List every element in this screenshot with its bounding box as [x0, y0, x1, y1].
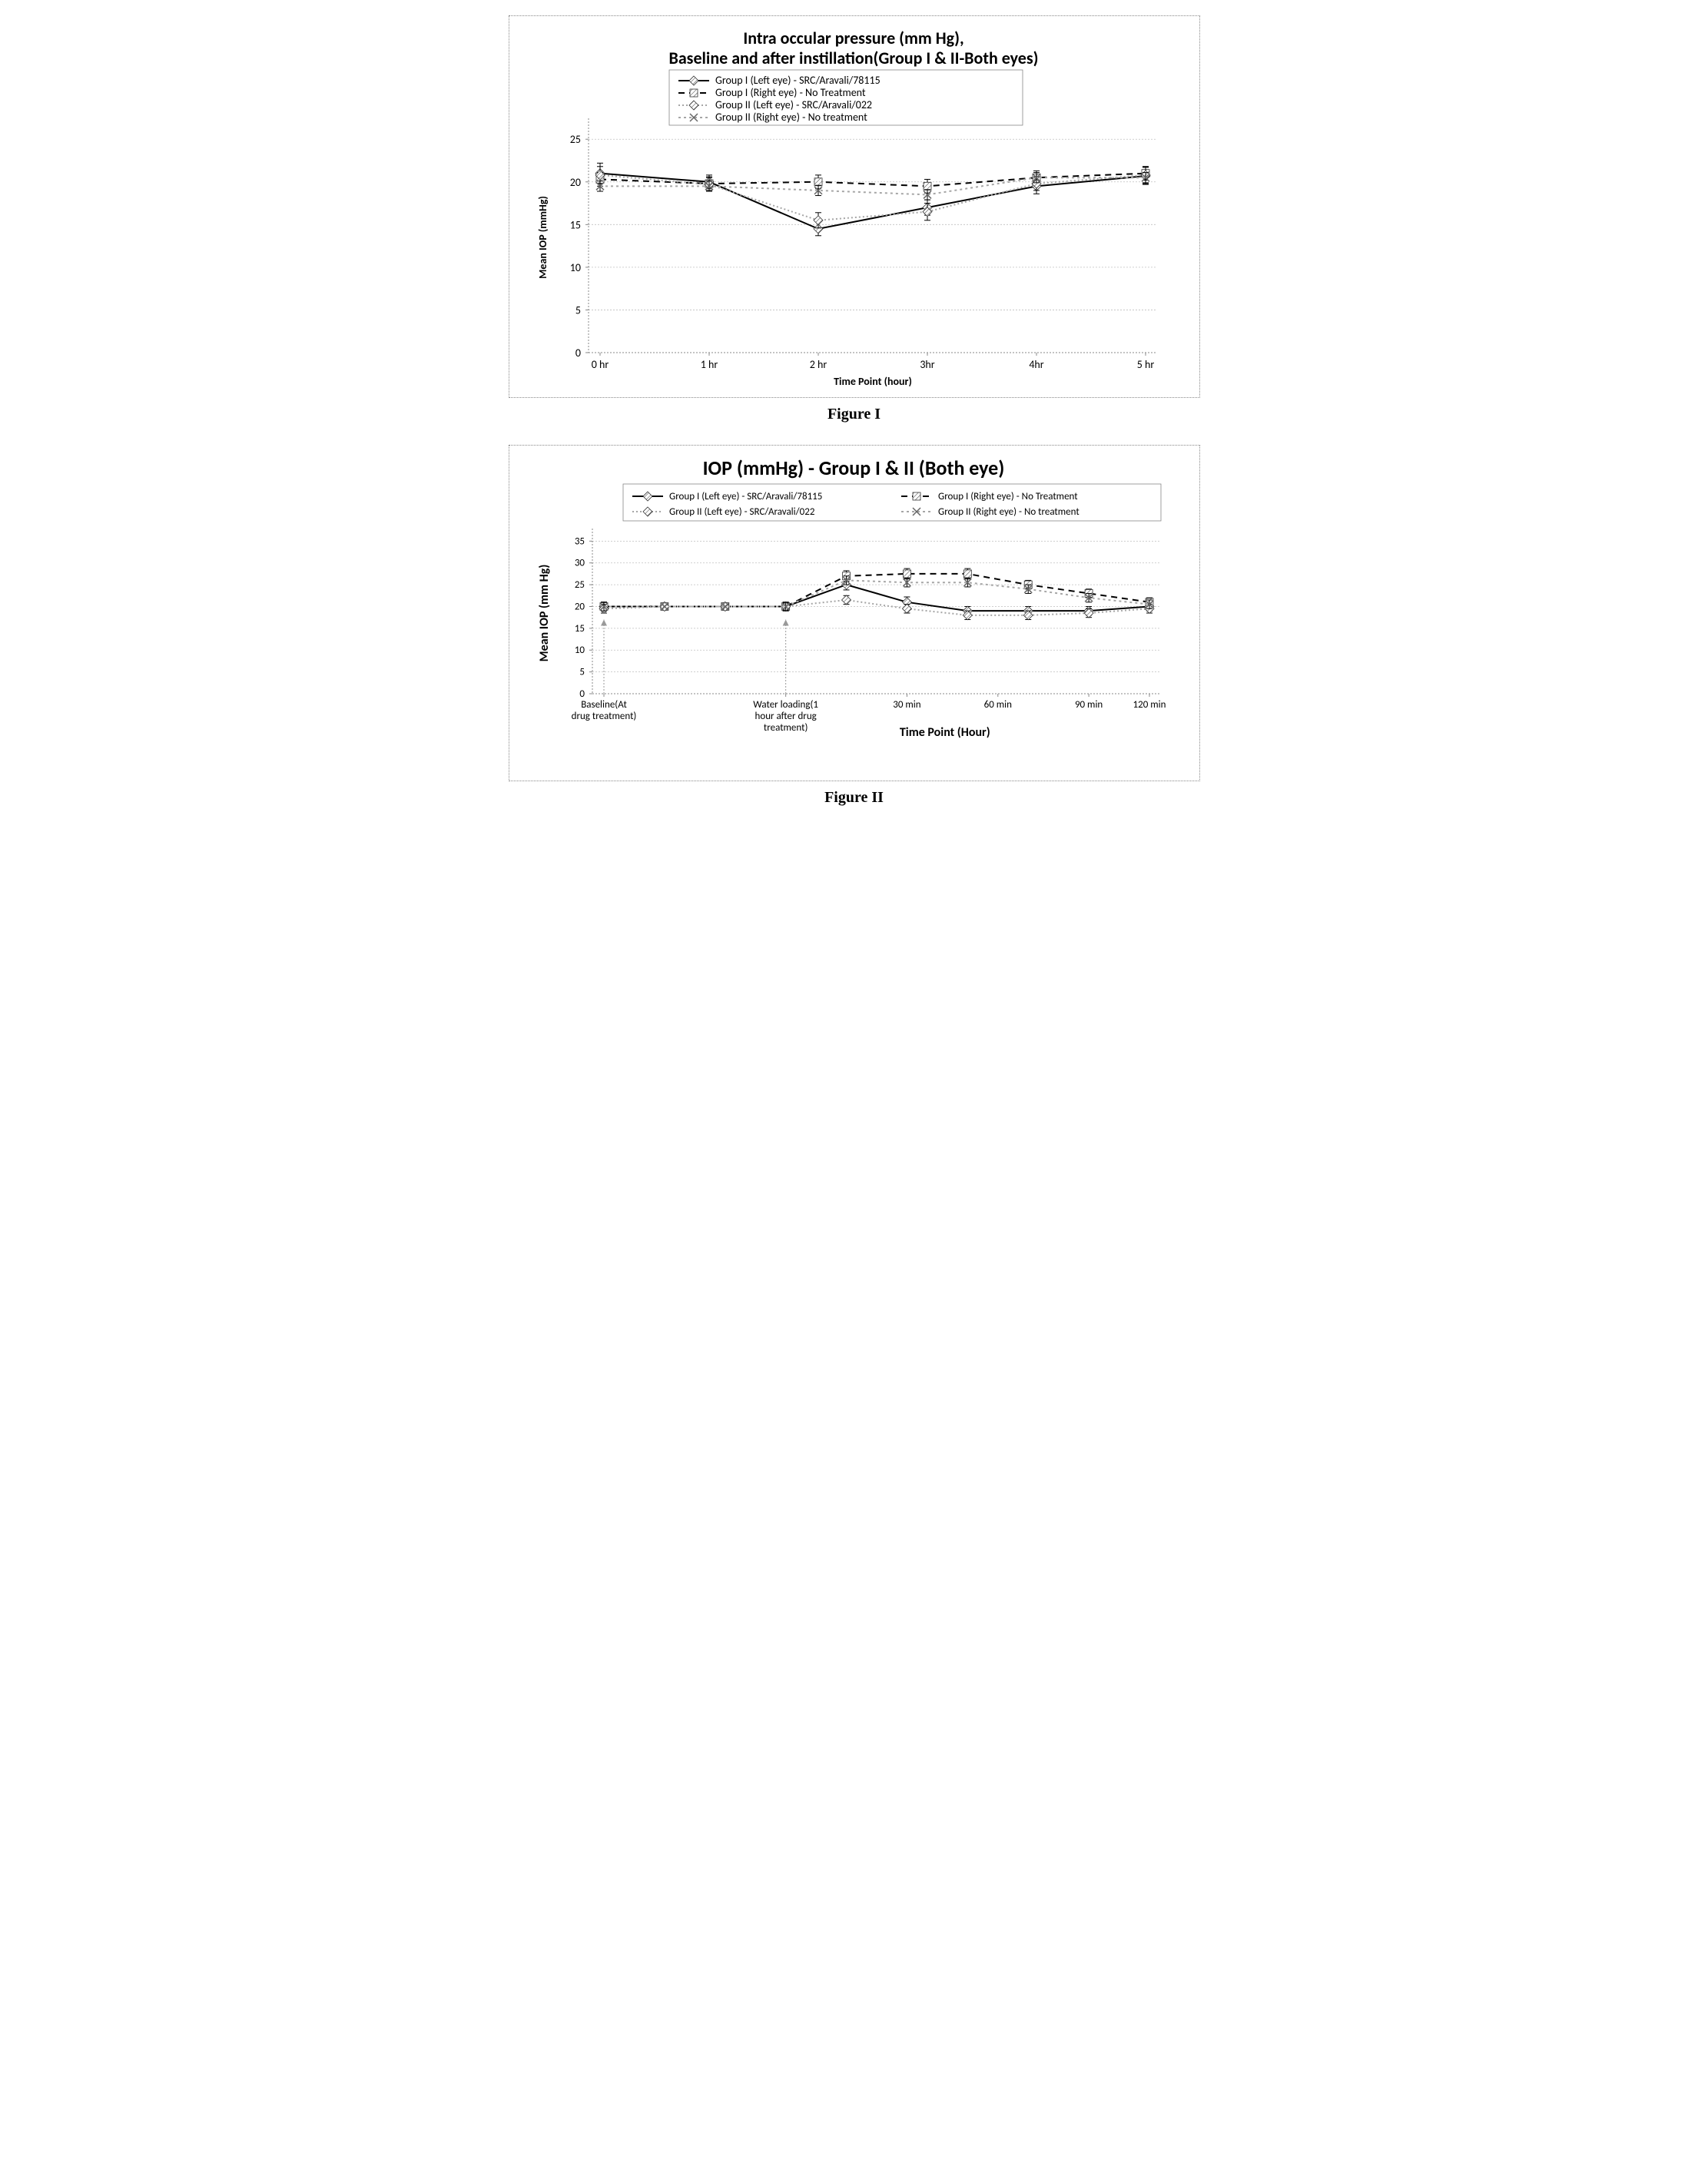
svg-text:4hr: 4hr — [1029, 358, 1043, 371]
svg-text:60 min: 60 min — [983, 699, 1011, 711]
svg-text:Group I (Right eye) - No Treat: Group I (Right eye) - No Treatment — [715, 86, 866, 99]
svg-text:30: 30 — [574, 558, 585, 569]
svg-text:Baseline(At: Baseline(At — [581, 699, 627, 711]
svg-text:treatment): treatment) — [763, 722, 808, 734]
svg-text:2 hr: 2 hr — [809, 358, 827, 371]
svg-text:Time Point (Hour): Time Point (Hour) — [899, 725, 990, 740]
svg-text:Mean IOP (mm Hg): Mean IOP (mm Hg) — [537, 565, 552, 662]
svg-text:drug treatment): drug treatment) — [571, 711, 636, 722]
svg-text:Time Point (hour): Time Point (hour) — [834, 375, 912, 388]
svg-text:Water loading(1: Water loading(1 — [753, 699, 818, 711]
figure-1-container: Intra occular pressure (mm Hg),Baseline … — [509, 15, 1200, 398]
svg-text:Group II (Right eye) - No trea: Group II (Right eye) - No treatment — [938, 506, 1080, 518]
svg-text:hour after drug: hour after drug — [755, 711, 816, 722]
svg-text:Group I (Right eye) - No Treat: Group I (Right eye) - No Treatment — [938, 491, 1078, 502]
svg-text:35: 35 — [574, 535, 584, 547]
svg-text:25: 25 — [569, 133, 580, 146]
svg-text:10: 10 — [569, 261, 580, 274]
svg-text:0: 0 — [575, 346, 580, 360]
svg-text:Group II (Left eye) - SRC/Arav: Group II (Left eye) - SRC/Aravali/022 — [715, 98, 872, 111]
figure-1-caption: Figure I — [509, 406, 1200, 423]
svg-text:120 min: 120 min — [1133, 699, 1166, 711]
figure-1-chart: Intra occular pressure (mm Hg),Baseline … — [516, 22, 1192, 391]
svg-text:3hr: 3hr — [920, 358, 934, 371]
svg-text:Mean IOP (mmHg): Mean IOP (mmHg) — [536, 196, 549, 279]
figure-2-chart: IOP (mmHg) - Group I & II (Both eye) Grou… — [516, 452, 1192, 774]
svg-text:30 min: 30 min — [893, 699, 920, 711]
figure-2-container: IOP (mmHg) - Group I & II (Both eye) Grou… — [509, 445, 1200, 781]
svg-text:Intra occular pressure (mm Hg): Intra occular pressure (mm Hg), — [743, 28, 963, 48]
svg-text:15: 15 — [569, 218, 580, 231]
svg-text:Baseline and after instillatio: Baseline and after instillation(Group I … — [668, 48, 1038, 68]
svg-text:1 hr: 1 hr — [700, 358, 718, 371]
svg-text:0 hr: 0 hr — [591, 358, 609, 371]
svg-text:10: 10 — [574, 645, 585, 656]
svg-text:20: 20 — [569, 176, 580, 189]
svg-text:25: 25 — [574, 579, 584, 591]
svg-text:5 hr: 5 hr — [1136, 358, 1154, 371]
svg-text:0: 0 — [579, 688, 585, 700]
svg-text:IOP (mmHg) - Group I & II (Bot: IOP (mmHg) - Group I & II (Both eye) — [702, 456, 1004, 480]
svg-text:5: 5 — [579, 667, 585, 678]
svg-text:Group I (Left eye) - SRC/Arava: Group I (Left eye) - SRC/Aravali/78115 — [669, 491, 822, 502]
svg-text:5: 5 — [575, 303, 580, 317]
svg-text:Group II (Left eye) - SRC/Arav: Group II (Left eye) - SRC/Aravali/022 — [669, 506, 815, 518]
svg-text:20: 20 — [574, 601, 585, 612]
svg-text:90 min: 90 min — [1074, 699, 1102, 711]
figure-2-caption: Figure II — [509, 789, 1200, 807]
svg-text:Group II (Right eye) - No trea: Group II (Right eye) - No treatment — [715, 111, 867, 124]
svg-text:15: 15 — [574, 623, 584, 635]
svg-text:Group I (Left eye) - SRC/Arava: Group I (Left eye) - SRC/Aravali/78115 — [715, 74, 881, 87]
